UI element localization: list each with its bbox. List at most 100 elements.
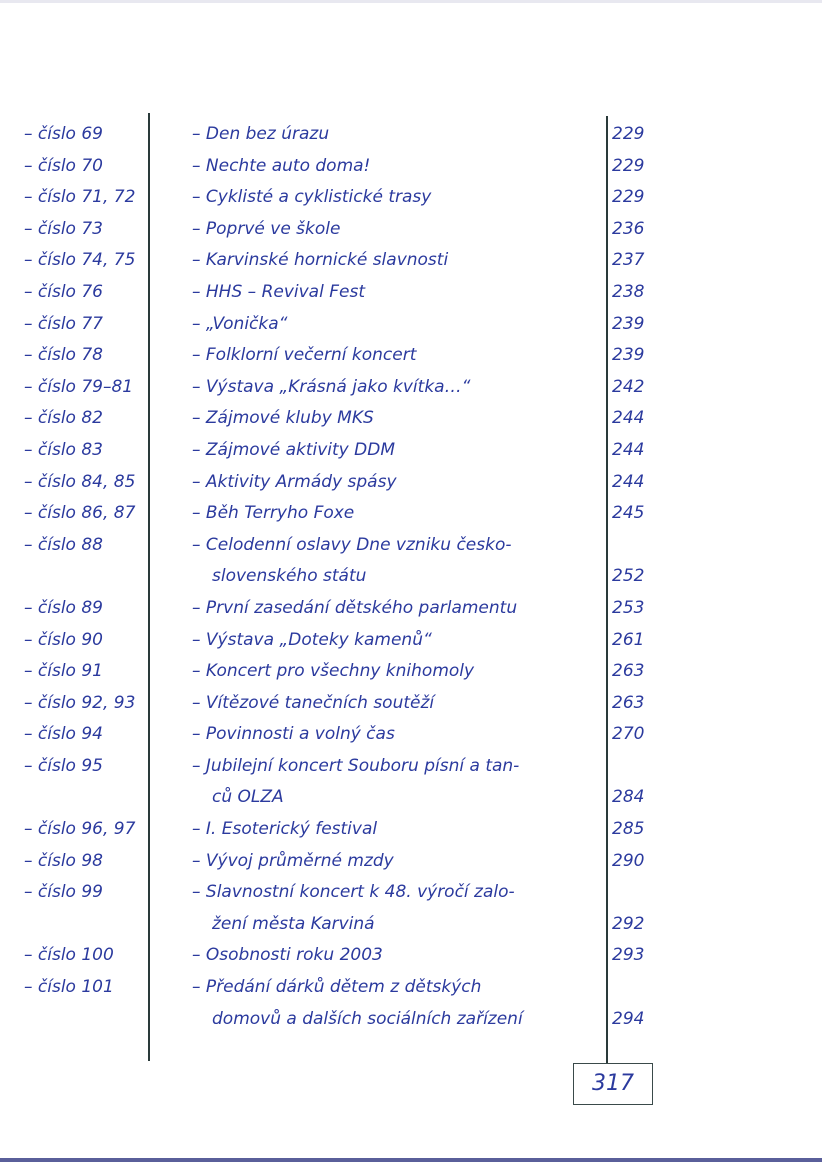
index-entry: – číslo 94 – Povinnosti a volný čas 270 [0,719,822,751]
scan-bottom-edge [0,1158,822,1162]
page-number: 239 [612,313,645,334]
entry-title: – Cyklisté a cyklistické trasy [192,187,432,208]
index-entry: – číslo 79–81 – Výstava „Krásná jako kvít… [0,372,822,404]
entry-title: – Poprvé ve škole [192,218,341,239]
index-entry: – číslo 90 – Výstava „Doteky kamenů“ 261 [0,625,822,657]
page-number: 270 [612,724,645,745]
entry-title: – Folklorní večerní koncert [192,345,417,366]
index-entry: – číslo 88 – Celodenní oslavy Dne vzniku … [0,530,822,593]
page-number: 245 [612,503,645,524]
entry-title: – Předání dárků dětem z dětských [192,977,482,998]
entry-title: ců OLZA [212,787,284,808]
issue-number: – číslo 78 [24,345,103,366]
issue-number: – číslo 70 [24,155,103,176]
page-number: 284 [612,787,645,808]
entry-title: – První zasedání dětského parlamentu [192,597,518,618]
issue-number: – číslo 73 [24,218,103,239]
entry-title: – Výstava „Doteky kamenů“ [192,629,432,650]
index-entry: – číslo 77 – „Vonička“ 239 [0,309,822,341]
entry-title: – I. Esoterický festival [192,819,378,840]
entry-title: – HHS – Revival Fest [192,281,365,302]
entry-title: – „Vonička“ [192,313,288,334]
index-entry: – číslo 98 – Vývoj průměrné mzdy 290 [0,846,822,878]
issue-number: – číslo 74, 75 [24,250,136,271]
page-number: 293 [612,945,645,966]
page-number: 244 [612,439,645,460]
issue-number: – číslo 69 [24,124,103,144]
issue-number: – číslo 84, 85 [24,471,136,492]
right-column-rule [606,116,608,1064]
index-entry: – číslo 78 – Folklorní večerní koncert 239 [0,340,822,372]
index-entry: – číslo 92, 93 – Vítězové tanečních soutě… [0,688,822,720]
entry-title: – Aktivity Armády spásy [192,471,397,492]
issue-number: – číslo 83 [24,439,103,460]
page-number: 252 [612,566,645,587]
index-entry: – číslo 86, 87 – Běh Terryho Foxe 245 [0,498,822,530]
index-entry: – číslo 91 – Koncert pro všechny knihomol… [0,656,822,688]
entry-title: slovenského státu [212,566,367,587]
page-number: 229 [612,124,645,144]
issue-number: – číslo 99 [24,882,103,903]
issue-number: – číslo 101 [24,977,114,998]
issue-number: – číslo 91 [24,661,103,682]
page-number: 242 [612,376,645,397]
entry-title: – Povinnosti a volný čas [192,724,395,745]
issue-number: – číslo 89 [24,597,103,618]
issue-number: – číslo 95 [24,755,103,776]
page-number: 261 [612,629,645,650]
page-number: 238 [612,281,645,302]
index-entry: – číslo 83 – Zájmové aktivity DDM 244 [0,435,822,467]
issue-number: – číslo 88 [24,534,103,555]
entry-title: – Osobnosti roku 2003 [192,945,383,966]
page-number: 290 [612,850,645,871]
issue-number: – číslo 76 [24,281,103,302]
entry-title: – Karvinské hornické slavnosti [192,250,449,271]
index-entry: – číslo 95 – Jubilejní koncert Souboru pí… [0,751,822,814]
left-column-rule [148,113,150,1061]
page-number: 244 [612,471,645,492]
page-number: 253 [612,597,645,618]
entry-title: – Slavnostní koncert k 48. výročí zalo- [192,882,515,903]
index-entry: – číslo 82 – Zájmové kluby MKS 244 [0,403,822,435]
issue-number: – číslo 98 [24,850,103,871]
index-entry: – číslo 89 – První zasedání dětského parl… [0,593,822,625]
page-number: 285 [612,819,645,840]
entry-title: – Jubilejní koncert Souboru písní a tan- [192,755,520,776]
entry-title: – Běh Terryho Foxe [192,503,355,524]
entry-title: – Výstava „Krásná jako kvítka…“ [192,376,471,397]
index-entry: – číslo 73 – Poprvé ve škole 236 [0,214,822,246]
entry-title: domovů a dalších sociálních zařízení [212,1008,523,1029]
page-number: 263 [612,661,645,682]
page-number: 292 [612,913,645,934]
entry-title: – Nechte auto doma! [192,155,371,176]
page-number: 229 [612,187,645,208]
page-number: 244 [612,408,645,429]
index-entry: – číslo 76 – HHS – Revival Fest 238 [0,277,822,309]
issue-number: – číslo 71, 72 [24,187,136,208]
index-list: – číslo 69 – Den bez úrazu 229 – číslo 70 – … [0,119,822,1035]
entry-title: – Koncert pro všechny knihomoly [192,661,475,682]
sheet-number-box: 317 [573,1063,653,1105]
entry-title: – Zájmové kluby MKS [192,408,374,429]
page-number: 237 [612,250,645,271]
index-entry: – číslo 74, 75 – Karvinské hornické slavn… [0,245,822,277]
index-entry: – číslo 70 – Nechte auto doma! 229 [0,151,822,183]
index-entry: – číslo 100 – Osobnosti roku 2003 293 [0,940,822,972]
issue-number: – číslo 86, 87 [24,503,136,524]
issue-number: – číslo 100 [24,945,114,966]
index-entry: – číslo 69 – Den bez úrazu 229 [0,119,822,151]
entry-title: žení města Karviná [212,913,375,934]
issue-number: – číslo 79–81 [24,376,134,397]
issue-number: – číslo 94 [24,724,103,745]
index-entry: – číslo 84, 85 – Aktivity Armády spásy 244 [0,467,822,499]
issue-number: – číslo 92, 93 [24,692,136,713]
entry-title: – Den bez úrazu [192,124,330,144]
entry-title: – Vývoj průměrné mzdy [192,850,394,871]
page-number: 239 [612,345,645,366]
entry-title: – Zájmové aktivity DDM [192,439,395,460]
scan-top-edge [0,0,822,3]
issue-number: – číslo 77 [24,313,103,334]
issue-number: – číslo 82 [24,408,103,429]
page-number: 294 [612,1008,645,1029]
index-entry: – číslo 101 – Předání dárků dětem z dětsk… [0,972,822,1035]
